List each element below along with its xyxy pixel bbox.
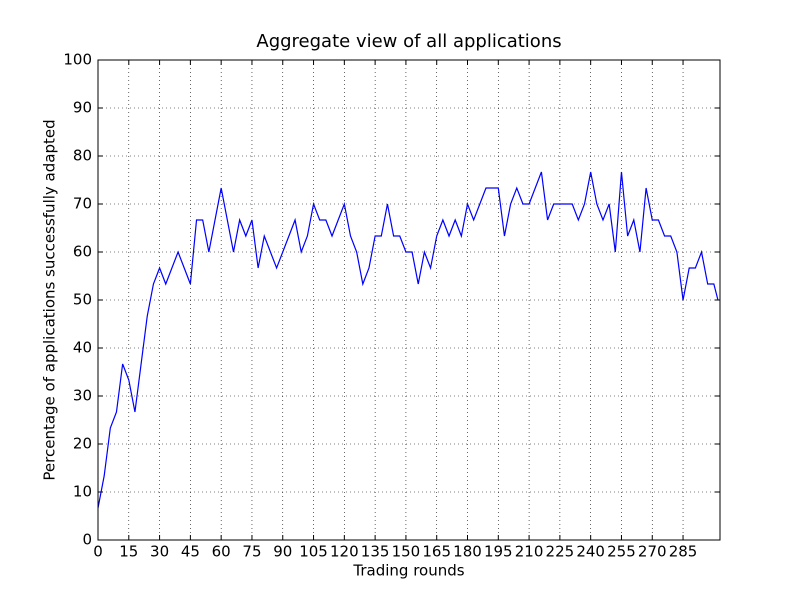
- x-axis-label: Trading rounds: [352, 562, 464, 580]
- chart-title: Aggregate view of all applications: [256, 31, 561, 52]
- x-tick-label: 105: [299, 543, 328, 561]
- x-tick-label: 240: [576, 543, 605, 561]
- x-tick-label: 90: [273, 543, 292, 561]
- x-tick-label: 0: [93, 543, 103, 561]
- x-tick-label: 120: [330, 543, 359, 561]
- x-tick-label: 45: [181, 543, 200, 561]
- y-tick-label: 90: [73, 99, 92, 117]
- x-tick-label: 75: [242, 543, 261, 561]
- x-tick-label: 285: [669, 543, 698, 561]
- y-tick-label: 0: [82, 531, 92, 549]
- x-tick-label: 30: [150, 543, 169, 561]
- y-tick-label: 30: [73, 387, 92, 405]
- x-tick-label: 195: [484, 543, 513, 561]
- y-tick-label: 80: [73, 147, 92, 165]
- y-tick-label: 10: [73, 483, 92, 501]
- x-tick-label: 165: [422, 543, 451, 561]
- y-tick-label: 100: [63, 51, 92, 69]
- x-tick-label: 255: [607, 543, 636, 561]
- x-tick-label: 135: [361, 543, 390, 561]
- y-axis-label: Percentage of applications successfully …: [41, 119, 59, 480]
- data-line: [97, 171, 719, 509]
- y-tick-label: 40: [73, 339, 92, 357]
- x-tick-label: 270: [638, 543, 667, 561]
- y-tick-label: 60: [73, 243, 92, 261]
- x-tick-label: 15: [119, 543, 138, 561]
- y-tick-label: 70: [73, 195, 92, 213]
- y-tick-label: 20: [73, 435, 92, 453]
- x-tick-label: 210: [515, 543, 544, 561]
- x-tick-label: 180: [453, 543, 482, 561]
- x-tick-label: 60: [212, 543, 231, 561]
- x-tick-label: 150: [392, 543, 421, 561]
- x-tick-label: 225: [546, 543, 575, 561]
- plot-frame: [97, 59, 721, 541]
- y-tick-label: 50: [73, 291, 92, 309]
